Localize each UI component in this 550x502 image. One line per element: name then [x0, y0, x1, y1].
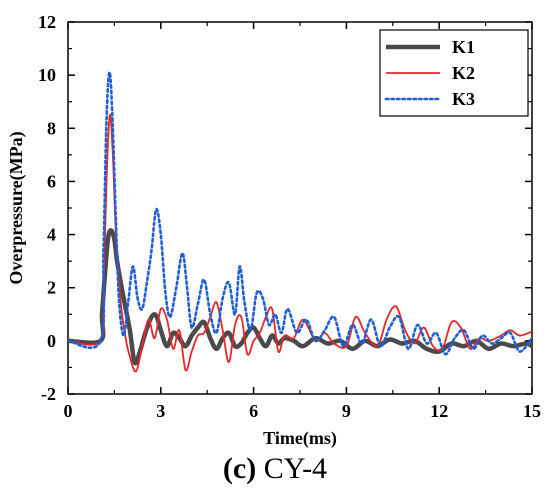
- series-line-K1: [68, 228, 532, 366]
- x-tick-label: 0: [64, 401, 73, 421]
- axis-ticks: 0 3 6 9 12 15 -2 0 2 4 6 8 10 12: [38, 12, 541, 421]
- series-layer: [68, 71, 532, 373]
- figure-caption: (c) CY-4: [0, 452, 550, 486]
- x-tick-label: 6: [249, 401, 258, 421]
- y-axis-title: Overpressure(MPa): [6, 131, 27, 284]
- series-line-K2: [68, 113, 532, 373]
- x-tick-label: 3: [156, 401, 165, 421]
- x-tick-label: 9: [342, 401, 351, 421]
- y-tick-label: 12: [38, 12, 56, 32]
- y-tick-label: 8: [47, 118, 56, 138]
- y-tick-label: 0: [47, 331, 56, 351]
- y-tick-label: 6: [47, 171, 56, 191]
- caption-panel-label: (c): [222, 452, 257, 485]
- series-line-K3: [68, 71, 532, 356]
- legend: K1 K2 K3: [379, 29, 529, 117]
- x-axis-title: Time(ms): [263, 428, 337, 449]
- overpressure-chart: 0 3 6 9 12 15 -2 0 2 4 6 8 10 12 Time(ms) Overpressur…: [6, 12, 541, 449]
- y-tick-label: 10: [38, 65, 56, 85]
- caption-name: CY-4: [263, 452, 328, 485]
- y-tick-label: -2: [41, 384, 56, 404]
- x-tick-label: 15: [523, 401, 541, 421]
- legend-label-K2: K2: [452, 63, 475, 83]
- y-tick-label: 4: [47, 225, 56, 245]
- x-tick-label: 12: [430, 401, 448, 421]
- legend-label-K1: K1: [452, 37, 475, 57]
- legend-label-K3: K3: [452, 89, 475, 109]
- y-tick-label: 2: [47, 278, 56, 298]
